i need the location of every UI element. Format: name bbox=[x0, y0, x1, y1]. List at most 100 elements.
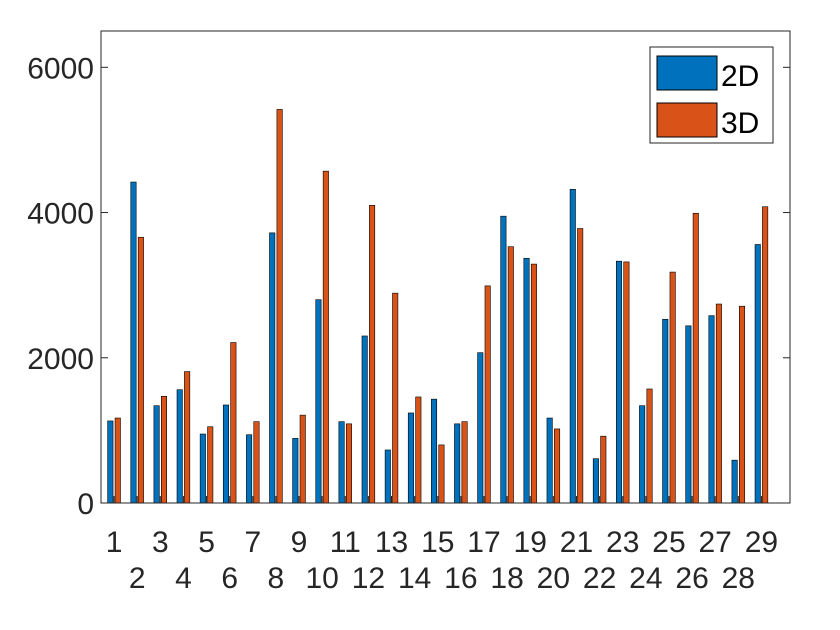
bar-2d-11 bbox=[338, 421, 345, 504]
bar-2d-13 bbox=[384, 449, 391, 504]
bar-2d-27 bbox=[708, 315, 715, 504]
legend-swatch-3d bbox=[656, 102, 718, 138]
bar-3d-29 bbox=[762, 206, 769, 504]
bar-2d-21 bbox=[569, 189, 576, 504]
x-tick-label-4: 4 bbox=[175, 562, 192, 595]
bar-3d-24 bbox=[646, 388, 653, 504]
bar-3d-14 bbox=[415, 396, 422, 504]
bar-2d-16 bbox=[454, 423, 461, 504]
legend-label-2d: 2D bbox=[721, 60, 759, 93]
x-tick-label-3: 3 bbox=[152, 526, 169, 559]
x-tick-label-29: 29 bbox=[745, 526, 778, 559]
bar-2d-23 bbox=[616, 260, 623, 504]
bar-3d-5 bbox=[207, 426, 214, 504]
x-axis-ticks: 1234567891011121314151617181920212223242… bbox=[106, 496, 778, 595]
bar-2d-1 bbox=[107, 420, 114, 504]
bar-3d-9 bbox=[299, 414, 306, 504]
bar-3d-11 bbox=[345, 423, 352, 504]
bar-2d-17 bbox=[477, 352, 484, 504]
bar-2d-20 bbox=[546, 417, 553, 504]
bar-3d-2 bbox=[137, 236, 144, 504]
x-tick-label-5: 5 bbox=[198, 526, 215, 559]
bar-3d-12 bbox=[369, 204, 376, 504]
bar-2d-29 bbox=[754, 244, 761, 504]
bar-2d-10 bbox=[315, 299, 322, 504]
bar-3d-20 bbox=[554, 428, 561, 504]
bar-2d-9 bbox=[292, 438, 299, 504]
axes-box bbox=[100, 30, 791, 504]
x-tick-label-21: 21 bbox=[560, 526, 593, 559]
x-tick-label-17: 17 bbox=[467, 526, 500, 559]
x-tick-label-13: 13 bbox=[375, 526, 408, 559]
bar-3d-19 bbox=[530, 263, 537, 504]
x-tick-label-22: 22 bbox=[583, 562, 616, 595]
bar-3d-17 bbox=[484, 285, 491, 504]
bar-2d-18 bbox=[500, 215, 507, 504]
x-tick-label-1: 1 bbox=[106, 526, 123, 559]
axes-group bbox=[100, 30, 791, 504]
bar-3d-1 bbox=[114, 417, 121, 504]
bar-2d-24 bbox=[639, 405, 646, 504]
bar-3d-4 bbox=[184, 371, 191, 504]
bar-2d-25 bbox=[662, 318, 669, 504]
x-tick-label-24: 24 bbox=[629, 562, 662, 595]
x-tick-label-19: 19 bbox=[514, 526, 547, 559]
x-tick-label-18: 18 bbox=[490, 562, 523, 595]
x-tick-label-9: 9 bbox=[291, 526, 308, 559]
bar-3d-8 bbox=[276, 109, 283, 504]
bar-3d-6 bbox=[230, 342, 237, 504]
bar-2d-6 bbox=[222, 404, 229, 504]
bar-3d-28 bbox=[739, 305, 746, 504]
x-tick-label-26: 26 bbox=[675, 562, 708, 595]
x-tick-label-28: 28 bbox=[722, 562, 755, 595]
bar-2d-7 bbox=[246, 434, 253, 504]
bar-2d-28 bbox=[731, 459, 738, 504]
legend-swatch-2d bbox=[656, 55, 718, 91]
bar-3d-18 bbox=[507, 246, 514, 504]
bar-2d-22 bbox=[592, 458, 599, 504]
x-tick-label-8: 8 bbox=[268, 562, 285, 595]
bar-2d-15 bbox=[431, 398, 438, 504]
bar-3d-3 bbox=[161, 395, 168, 504]
bar-3d-25 bbox=[669, 271, 676, 504]
x-tick-label-20: 20 bbox=[537, 562, 570, 595]
x-tick-label-16: 16 bbox=[444, 562, 477, 595]
bar-3d-15 bbox=[438, 444, 445, 504]
bar-2d-8 bbox=[269, 232, 276, 504]
bar-3d-21 bbox=[577, 228, 584, 504]
y-axis-ticks: 0 2000 4000 6000 bbox=[27, 52, 790, 521]
legend-label-3d: 3D bbox=[721, 107, 759, 140]
y-tick-label-4000: 4000 bbox=[27, 198, 94, 231]
bar-2d-4 bbox=[176, 389, 183, 504]
x-tick-label-7: 7 bbox=[244, 526, 261, 559]
x-tick-label-12: 12 bbox=[352, 562, 385, 595]
bar-2d-5 bbox=[199, 433, 206, 504]
x-tick-label-23: 23 bbox=[606, 526, 639, 559]
bar-2d-26 bbox=[685, 325, 692, 504]
bar-3d-26 bbox=[692, 212, 699, 504]
y-tick-label-0: 0 bbox=[77, 488, 94, 521]
y-tick-label-6000: 6000 bbox=[27, 52, 94, 85]
bar-3d-7 bbox=[253, 421, 260, 504]
y-tick-label-2000: 2000 bbox=[27, 343, 94, 376]
bar-2d-2 bbox=[130, 181, 137, 504]
legend: 2D 3D bbox=[649, 46, 774, 144]
bar-3d-22 bbox=[600, 435, 607, 504]
bar-2d-3 bbox=[153, 405, 160, 504]
x-tick-label-2: 2 bbox=[129, 562, 146, 595]
x-tick-label-11: 11 bbox=[330, 526, 361, 559]
x-tick-label-10: 10 bbox=[305, 562, 338, 595]
bar-3d-27 bbox=[715, 303, 722, 504]
x-tick-label-27: 27 bbox=[699, 526, 732, 559]
x-tick-label-15: 15 bbox=[421, 526, 454, 559]
x-tick-label-14: 14 bbox=[398, 562, 431, 595]
bar-3d-16 bbox=[461, 421, 468, 504]
x-tick-label-25: 25 bbox=[652, 526, 685, 559]
x-tick-label-6: 6 bbox=[221, 562, 238, 595]
bar-3d-23 bbox=[623, 261, 630, 504]
bar-2d-12 bbox=[361, 335, 368, 504]
bar-2d-14 bbox=[407, 412, 414, 504]
bar-3d-13 bbox=[392, 292, 399, 504]
bar-2d-19 bbox=[523, 257, 530, 504]
